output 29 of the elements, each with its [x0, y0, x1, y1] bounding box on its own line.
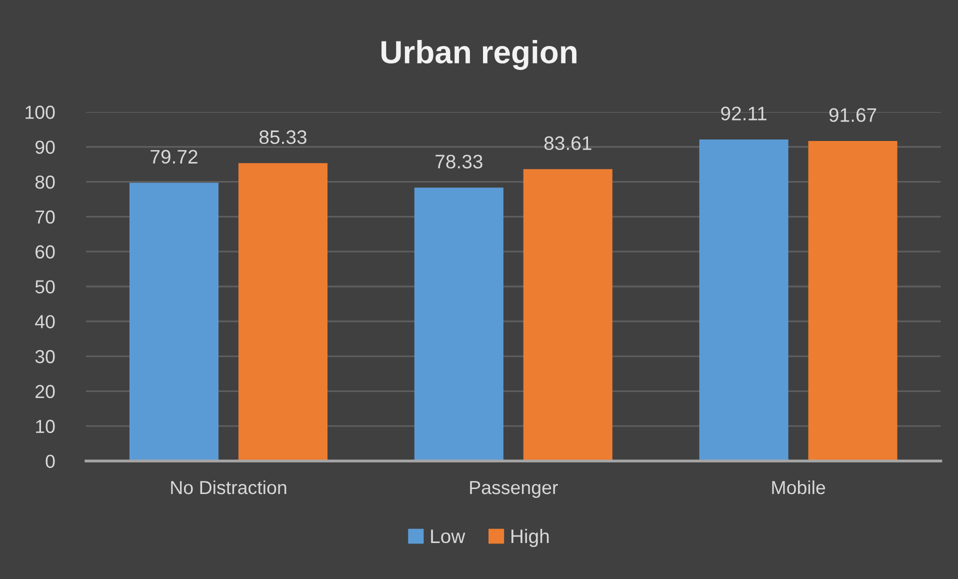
y-tick-label: 50 — [35, 280, 55, 294]
data-label: 83.61 — [544, 136, 592, 150]
y-tick-label: 60 — [36, 245, 55, 259]
x-tick-label: Passenger — [470, 481, 558, 498]
legend-label: High — [511, 528, 549, 548]
y-tick-label: 40 — [35, 315, 55, 328]
x-tick-label: Mobile — [772, 480, 826, 494]
bar — [129, 182, 219, 461]
data-label: 79.72 — [150, 150, 198, 164]
y-tick-label: 0 — [46, 454, 55, 468]
bar — [238, 163, 328, 461]
data-label: 78.33 — [436, 154, 482, 168]
data-label: 85.33 — [259, 130, 306, 144]
data-label: 92.11 — [721, 106, 766, 120]
y-tick-label: 70 — [36, 210, 55, 224]
bar — [523, 169, 612, 461]
data-label: 91.67 — [829, 108, 876, 122]
y-tick-label: 30 — [35, 350, 55, 364]
y-tick-label: 90 — [36, 140, 55, 154]
y-tick-label: 80 — [35, 175, 55, 189]
y-tick-label: 10 — [36, 420, 55, 434]
legend-label: Low — [431, 530, 466, 544]
bar — [699, 140, 788, 461]
x-tick-label: No Distraction — [171, 480, 286, 494]
y-tick-label: 20 — [36, 384, 55, 398]
bar — [808, 141, 898, 461]
y-tick-label: 100 — [26, 106, 55, 119]
bar — [414, 188, 504, 461]
chart-title: Urban region — [382, 40, 576, 70]
